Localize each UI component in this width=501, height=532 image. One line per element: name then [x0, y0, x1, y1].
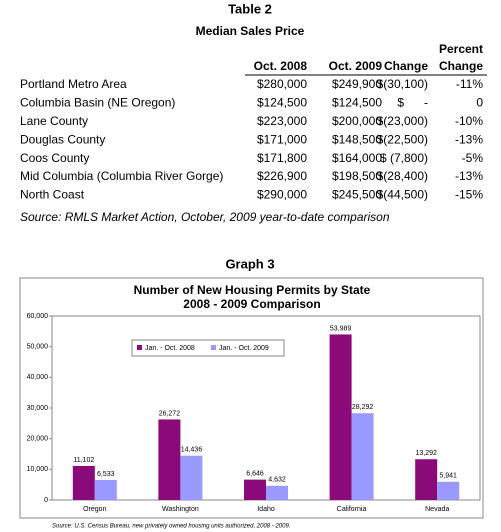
y-tick-label: 40,000 [27, 374, 49, 381]
column-header: Oct. 2009 [329, 59, 383, 73]
value-label: 26,272 [159, 410, 181, 417]
table-source: Source: RMLS Market Action, October, 200… [20, 210, 390, 224]
table-cell: $290,000 [257, 188, 307, 202]
table-cell: -13% [455, 169, 483, 183]
table-cell: 0 [476, 96, 483, 110]
bar [329, 334, 352, 500]
x-tick-label: California [337, 506, 367, 513]
chart-title: Number of New Housing Permits by State [134, 283, 371, 297]
table-cell: $(44,500) [377, 188, 428, 202]
table-cell: -13% [455, 132, 483, 146]
table-cell: $124,500 [332, 96, 382, 110]
y-tick-label: 30,000 [27, 405, 49, 412]
table-cell: $164,000 [332, 151, 382, 165]
table-subtitle: Median Sales Price [196, 24, 305, 38]
column-header: Change [439, 59, 483, 73]
column-header: Change [384, 59, 428, 73]
legend-swatch [211, 345, 216, 350]
y-tick-label: 60,000 [27, 313, 49, 320]
table-cell: $171,800 [257, 151, 307, 165]
legend-swatch [137, 345, 142, 350]
table-cell: $226,900 [257, 169, 307, 183]
row-label: Portland Metro Area [20, 77, 127, 91]
y-tick-label: 0 [44, 497, 48, 504]
table-cell: $200,000 [332, 114, 382, 128]
x-tick-label: Idaho [257, 506, 275, 513]
table-cell: $198,500 [332, 169, 382, 183]
value-label: 6,533 [97, 471, 115, 478]
value-label: 14,436 [181, 447, 203, 454]
table-cell: $280,000 [257, 77, 307, 91]
value-label: 13,292 [415, 450, 437, 457]
bar [158, 419, 181, 500]
row-label: Columbia Basin (NE Oregon) [20, 96, 175, 110]
value-label: 11,102 [73, 457, 94, 464]
chart-frame [19, 277, 484, 519]
bar [180, 455, 203, 500]
table-cell: $ - [397, 96, 428, 110]
y-tick-label: 20,000 [27, 436, 49, 443]
value-label: 6,646 [246, 470, 264, 477]
table-cell: $(28,400) [377, 169, 428, 183]
row-label: Coos County [20, 151, 89, 165]
table-cell: $(22,500) [377, 132, 428, 146]
bar [351, 413, 374, 500]
table-cell: -10% [455, 114, 483, 128]
value-label: 53,989 [330, 325, 352, 332]
table-cell: $245,500 [332, 188, 382, 202]
bar [72, 465, 95, 500]
table-cell: $124,500 [257, 96, 307, 110]
table-cell: $(23,000) [377, 114, 428, 128]
x-tick-label: Washington [162, 506, 199, 513]
table-cell: -15% [455, 188, 483, 202]
row-label: Douglas County [20, 132, 105, 146]
table-cell: $223,000 [257, 114, 307, 128]
table-cell: $ (7,800) [380, 151, 428, 165]
table-title: Table 2 [228, 1, 272, 16]
value-label: 28,292 [352, 404, 374, 411]
table-cell: $(30,100) [377, 77, 428, 91]
column-header: Oct. 2008 [254, 59, 308, 73]
graph-title: Graph 3 [225, 256, 274, 271]
bar [266, 485, 288, 500]
bar [437, 481, 460, 500]
legend-label: Jan. - Oct. 2009 [219, 345, 269, 352]
value-label: 4,632 [268, 477, 286, 484]
table-cell: -5% [462, 151, 484, 165]
x-tick-label: Oregon [83, 506, 106, 513]
table-cell: $148,500 [332, 132, 382, 146]
bar [244, 479, 266, 500]
table-cell: -11% [456, 77, 483, 91]
chart-title: 2008 - 2009 Comparison [183, 297, 320, 311]
bar [415, 459, 438, 500]
table-cell: $249,900 [332, 77, 382, 91]
column-header: Percent [439, 42, 483, 56]
row-label: North Coast [20, 188, 85, 202]
row-label: Lane County [20, 114, 88, 128]
x-tick-label: Nevada [425, 506, 449, 513]
legend-label: Jan. - Oct. 2008 [145, 345, 195, 352]
bar [94, 479, 117, 500]
y-tick-label: 50,000 [27, 344, 49, 351]
y-tick-label: 10,000 [27, 466, 49, 473]
value-label: 5,941 [439, 473, 457, 480]
legend-box [131, 339, 285, 357]
chart-source: Source: U.S. Census Bureau, new privatel… [52, 524, 290, 530]
table-cell: $171,000 [257, 132, 307, 146]
row-label: Mid Columbia (Columbia River Gorge) [20, 169, 223, 183]
